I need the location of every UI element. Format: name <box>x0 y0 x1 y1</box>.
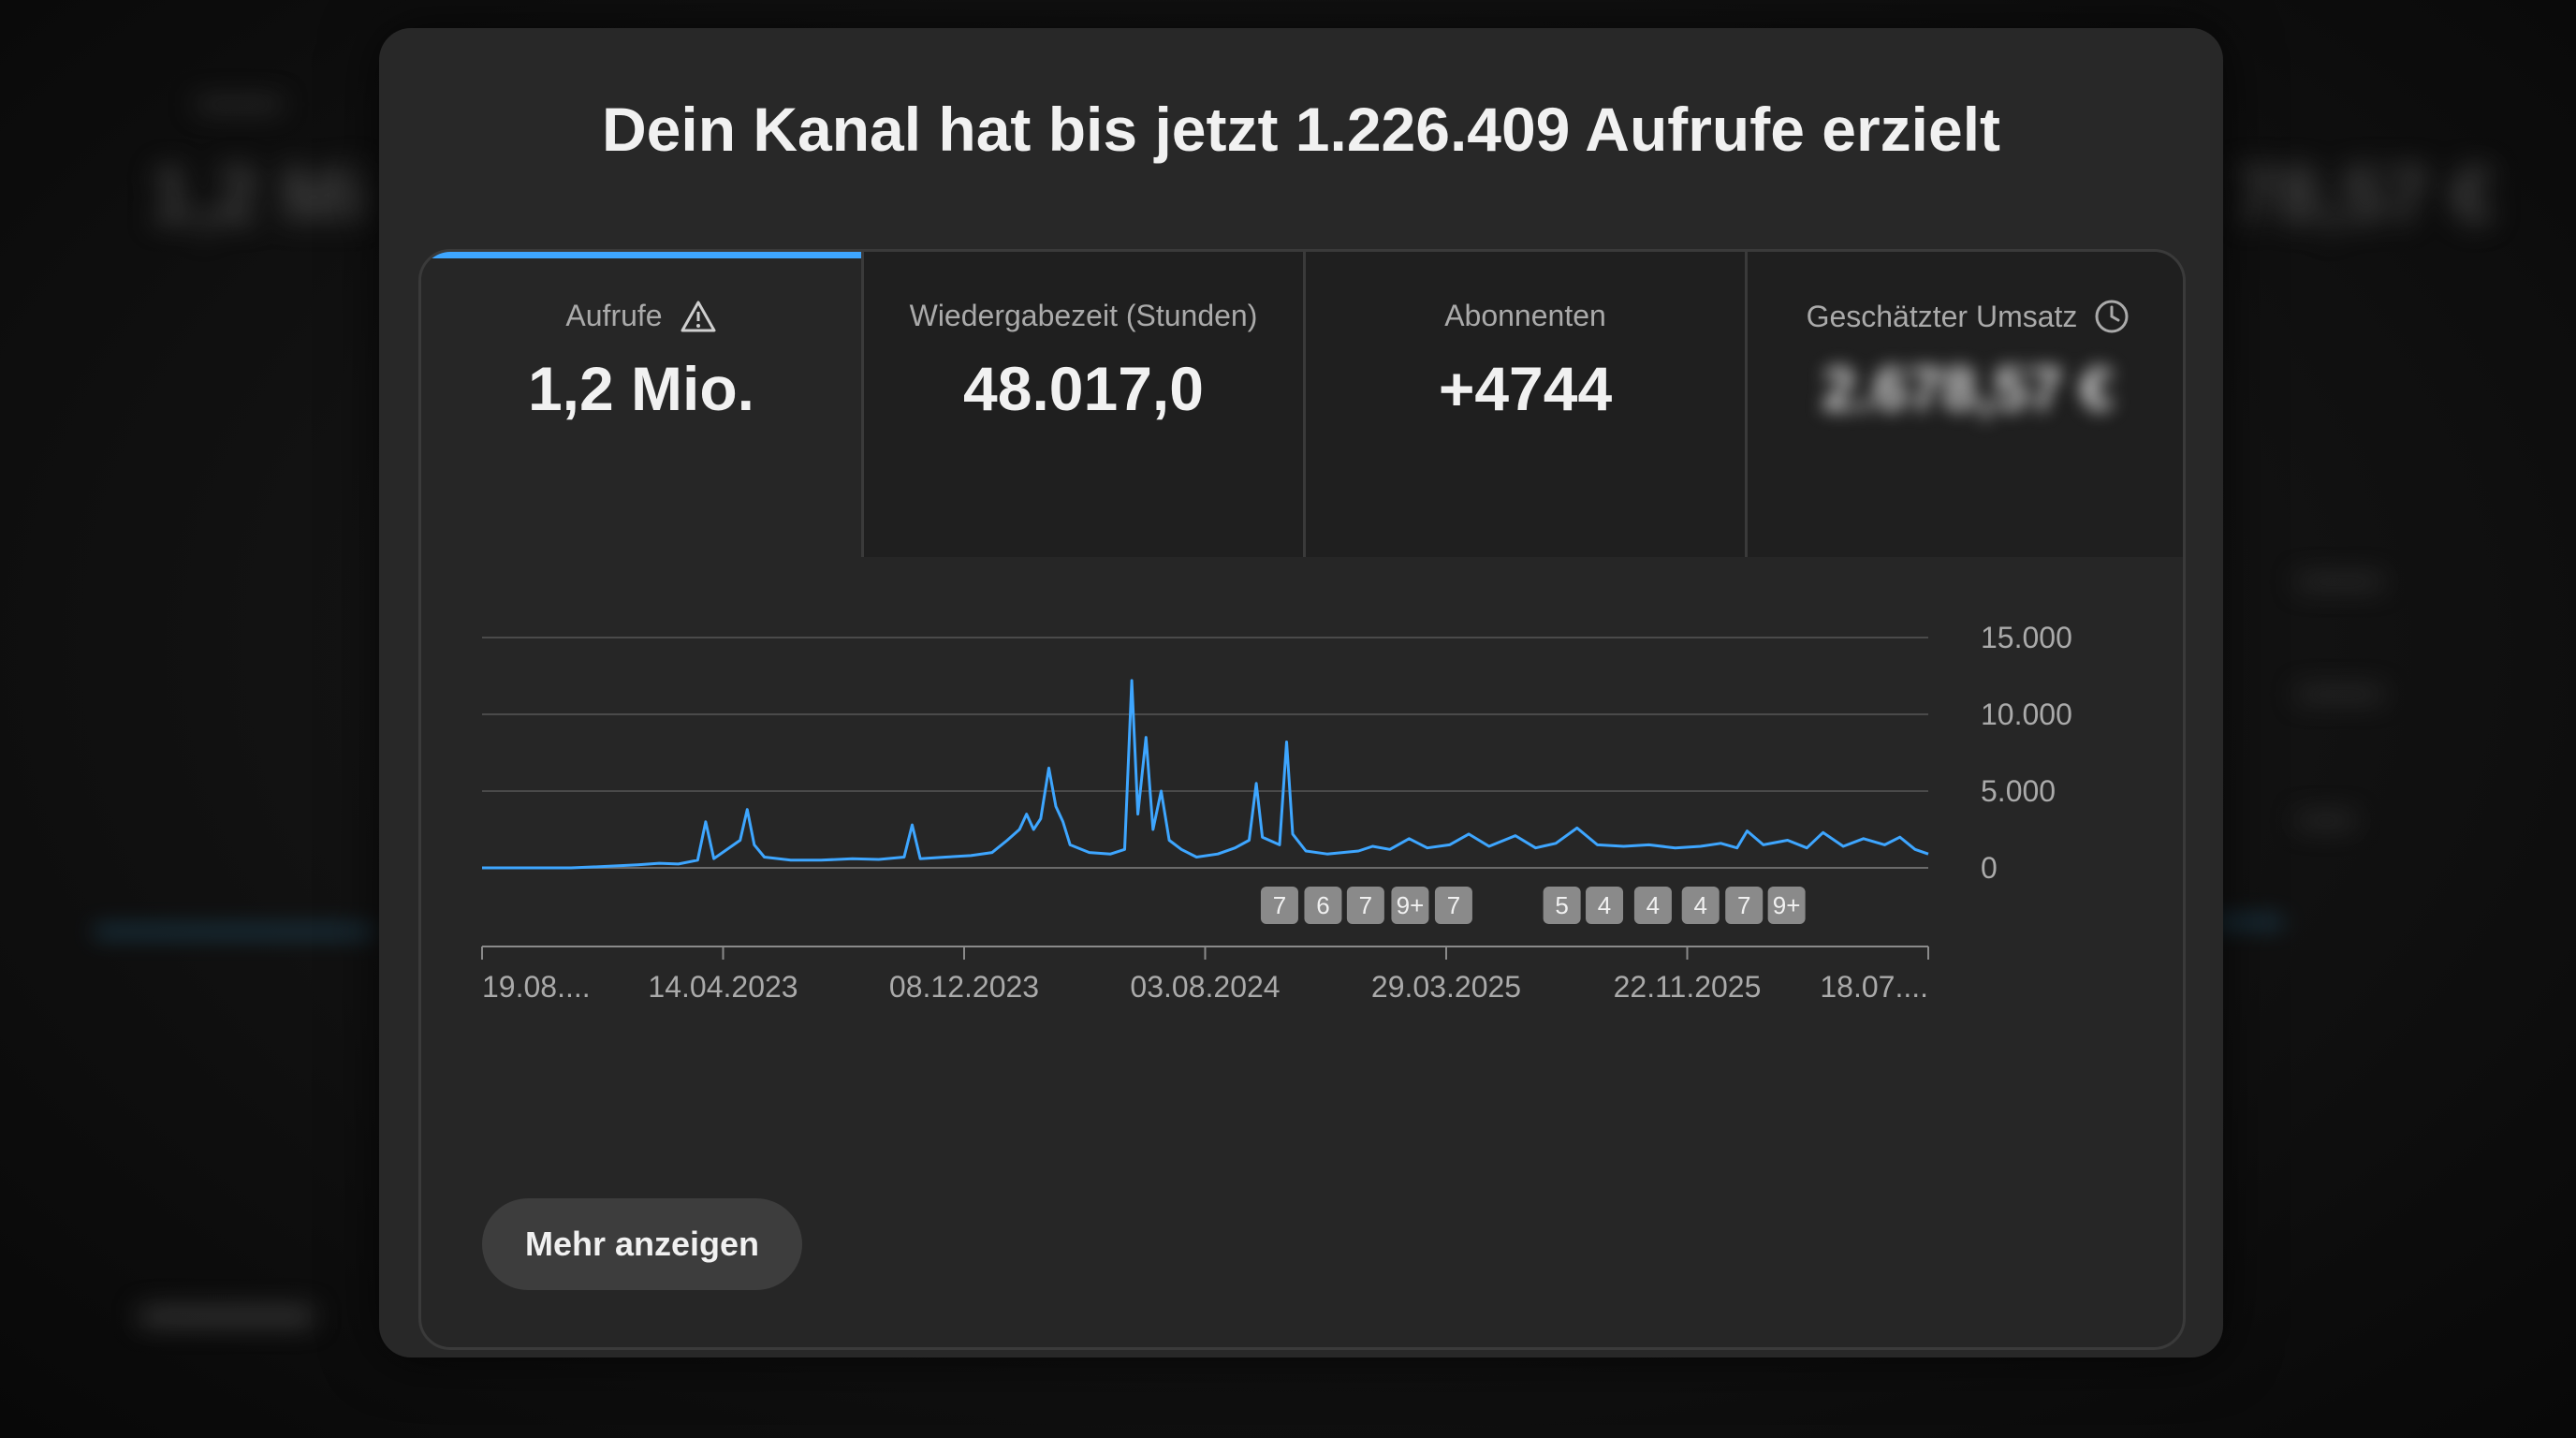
tab-value: +4744 <box>1438 354 1613 423</box>
marker-label: 4 <box>1694 891 1707 919</box>
clock-icon[interactable] <box>2094 299 2130 334</box>
publish-markers: 7 6 7 9+ 7 5 4 4 4 7 9+ <box>1260 887 1806 924</box>
background-blur <box>2209 917 2284 927</box>
x-tick-label: 14.04.2023 <box>648 970 798 1004</box>
marker-label: 5 <box>1555 891 1568 919</box>
tab-label: Geschätzter Umsatz <box>1806 299 2078 333</box>
marker-box <box>1725 887 1764 924</box>
channel-stats-dialog: Dein Kanal hat bis jetzt 1.226.409 Aufru… <box>379 28 2223 1357</box>
background-blur: 1,2 Mi <box>150 151 369 239</box>
marker-label: 4 <box>1598 891 1611 919</box>
marker-box <box>1633 887 1672 924</box>
background-blur: ▬▬▬ <box>197 84 281 115</box>
tab-wiedergabezeit[interactable]: Wiedergabezeit (Stunden) 48.017,0 <box>861 252 1303 557</box>
views-line <box>482 679 1929 870</box>
video-count-marker: 7 <box>1434 887 1472 924</box>
video-count-marker: 7 <box>1260 887 1298 924</box>
video-count-marker: 7 <box>1725 887 1764 924</box>
marker-label: 6 <box>1316 891 1329 919</box>
marker-box <box>1346 887 1384 924</box>
video-count-marker: 9+ <box>1391 887 1429 924</box>
dialog-title: Dein Kanal hat bis jetzt 1.226.409 Aufru… <box>601 95 2001 164</box>
x-tick-label: 03.08.2024 <box>1130 970 1280 1004</box>
x-tick-label: 18.07.... <box>1820 970 1928 1004</box>
marker-box <box>1767 887 1806 924</box>
marker-box <box>1391 887 1429 924</box>
marker-box <box>1260 887 1298 924</box>
video-count-marker: 4 <box>1586 887 1624 924</box>
video-count-marker: 6 <box>1304 887 1342 924</box>
video-count-marker: 7 <box>1346 887 1384 924</box>
background-blur: ▬▬▬ <box>2298 674 2382 705</box>
chart-series <box>482 679 1929 870</box>
tab-label-row: Geschätzter Umsatz <box>1748 299 2183 334</box>
y-tick-label: 15.000 <box>1981 621 2072 654</box>
tab-value: 1,2 Mio. <box>527 354 755 423</box>
marker-label: 7 <box>1447 891 1460 919</box>
marker-box <box>1543 887 1581 924</box>
x-axis: 19.08.... 14.04.2023 08.12.2023 03.08.2024 2… <box>481 946 1929 1004</box>
marker-label: 4 <box>1647 891 1660 919</box>
background-blur: 78,57 € <box>2232 151 2496 239</box>
views-chart[interactable]: 15.000 10.000 5.000 0 7 6 7 9+ 7 5 4 4 4 7 9+ 19.08..… <box>421 557 2186 1119</box>
tab-label-row: Aufrufe <box>421 299 861 333</box>
tab-abonnenten[interactable]: Abonnenten +4744 <box>1303 252 1745 557</box>
marker-label: 7 <box>1737 891 1750 919</box>
marker-box <box>1434 887 1472 924</box>
warning-icon[interactable] <box>680 300 717 333</box>
background-blur: ▬▬ <box>2298 800 2354 831</box>
x-tick-label: 08.12.2023 <box>889 970 1039 1004</box>
tab-umsatz[interactable]: Geschätzter Umsatz 2.678,57 € <box>1745 252 2183 557</box>
x-tick-label: 19.08.... <box>482 970 591 1004</box>
show-more-button[interactable]: Mehr anzeigen <box>482 1198 802 1290</box>
video-count-marker: 4 <box>1633 887 1672 924</box>
tab-label: Abonnenten <box>1444 299 1606 332</box>
tab-label: Aufrufe <box>565 299 663 332</box>
marker-label: 7 <box>1359 891 1372 919</box>
tab-label: Wiedergabezeit (Stunden) <box>909 299 1258 332</box>
tab-value-blurred: 2.678,57 € <box>1822 354 2115 423</box>
background-blur: ▬▬▬▬ <box>140 1284 313 1332</box>
video-count-marker: 9+ <box>1767 887 1806 924</box>
video-count-marker: 4 <box>1681 887 1720 924</box>
marker-box <box>1304 887 1342 924</box>
metric-tabs: Aufrufe 1,2 Mio. Wiedergabezeit (Stunden… <box>421 252 2183 557</box>
tab-value: 48.017,0 <box>963 354 1204 423</box>
y-tick-label: 10.000 <box>1981 697 2072 731</box>
marker-box <box>1586 887 1624 924</box>
marker-label: 7 <box>1273 891 1286 919</box>
marker-label: 9+ <box>1397 891 1425 919</box>
tab-aufrufe[interactable]: Aufrufe 1,2 Mio. <box>421 252 861 557</box>
background-blur: ▬▬▬ <box>2298 562 2382 593</box>
marker-label: 9+ <box>1773 891 1801 919</box>
marker-box <box>1681 887 1720 924</box>
analytics-card: Aufrufe 1,2 Mio. Wiedergabezeit (Stunden… <box>418 249 2186 1350</box>
y-tick-label: 5.000 <box>1981 774 2056 808</box>
y-tick-label: 0 <box>1981 851 1998 885</box>
y-axis-ticks: 15.000 10.000 5.000 0 <box>1981 621 2072 885</box>
chart-gridlines <box>482 637 1928 869</box>
background-blur <box>94 927 374 936</box>
x-tick-label: 29.03.2025 <box>1371 970 1521 1004</box>
video-count-marker: 5 <box>1543 887 1581 924</box>
x-tick-label: 22.11.2025 <box>1614 970 1762 1004</box>
